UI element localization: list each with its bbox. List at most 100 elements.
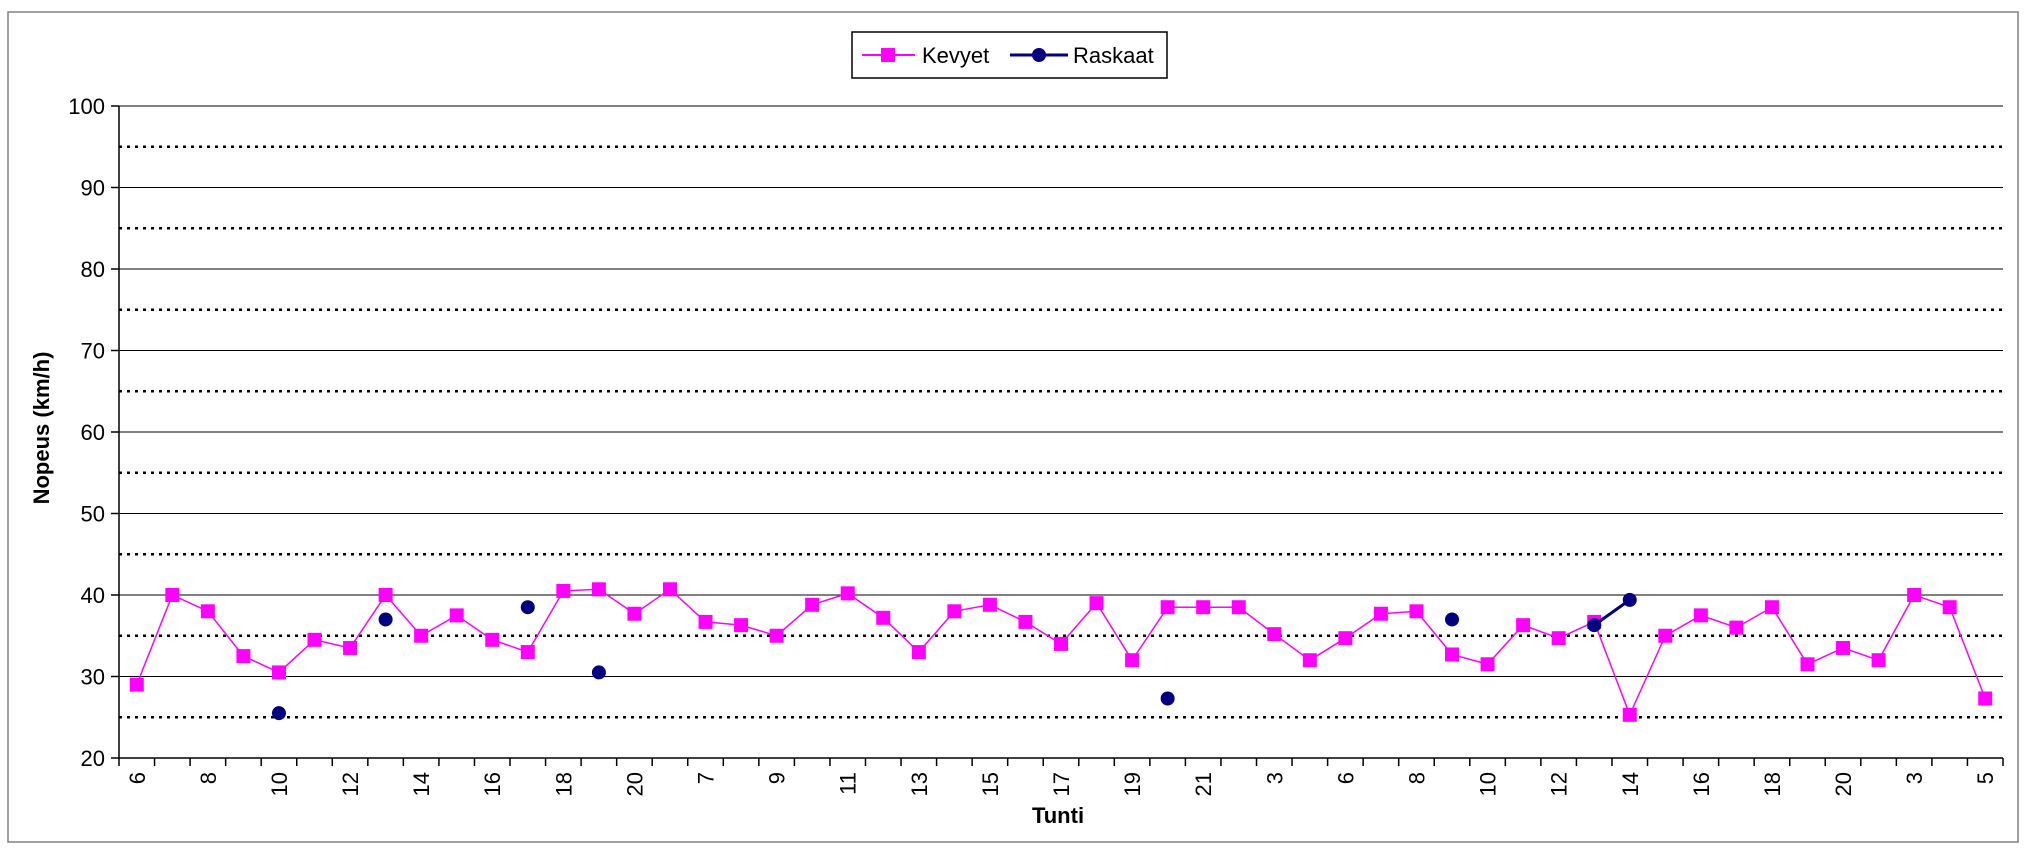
axes	[111, 105, 2004, 766]
point-kevyet	[1551, 631, 1566, 646]
x-tick-label: 5	[1973, 772, 1998, 784]
chart-border	[7, 11, 2019, 843]
x-tick-label: 21	[1191, 772, 1216, 796]
point-kevyet	[200, 604, 215, 619]
x-tick-labels: 6 8 10 12 14 16 18 20 7 9 11 13 15 17 19 21 3 6 8 10 12 14 16 1…	[125, 772, 1998, 796]
point-kevyet	[1267, 627, 1282, 642]
point-kevyet	[1054, 636, 1068, 651]
point-kevyet	[1445, 647, 1460, 662]
point-kevyet	[911, 645, 926, 660]
y-tick-label: 80	[81, 257, 105, 282]
point-kevyet	[556, 583, 571, 598]
point-kevyet	[1764, 600, 1779, 615]
point-kevyet	[1800, 657, 1815, 672]
x-tick-label: 9	[765, 772, 790, 784]
point-kevyet	[1302, 653, 1317, 668]
point-kevyet	[805, 597, 820, 612]
point-kevyet	[1196, 600, 1211, 615]
point-kevyet	[947, 604, 962, 619]
x-tick-label: 6	[1333, 772, 1358, 784]
point-kevyet	[165, 588, 180, 602]
legend-kevyet-label: Kevyet	[922, 43, 989, 68]
point-kevyet	[1516, 618, 1531, 633]
grid	[119, 105, 2003, 719]
point-kevyet	[1125, 653, 1140, 668]
x-tick-label: 18	[551, 772, 576, 796]
point-kevyet	[1480, 657, 1495, 672]
x-tick-label: 3	[1902, 772, 1927, 784]
point-kevyet	[698, 614, 713, 629]
point-kevyet	[840, 586, 855, 601]
x-tick-label: 16	[480, 772, 505, 796]
point-kevyet	[129, 677, 144, 692]
point-kevyet	[1338, 631, 1353, 646]
y-tick-label: 50	[81, 502, 105, 527]
x-tick-label: 15	[978, 772, 1003, 796]
point-kevyet	[1942, 600, 1957, 615]
x-tick-label: 14	[409, 772, 434, 796]
point-raskaat	[591, 665, 606, 680]
point-raskaat	[1587, 618, 1602, 633]
x-tick-label: 13	[907, 772, 932, 796]
point-raskaat	[520, 600, 535, 615]
point-kevyet	[662, 582, 677, 597]
point-raskaat	[1160, 691, 1175, 706]
x-tick-label: 11	[836, 772, 861, 795]
point-kevyet	[1409, 604, 1424, 619]
x-tick-label: 14	[1618, 772, 1643, 796]
x-tick-label: 8	[196, 772, 221, 784]
x-tick-label: 17	[1049, 772, 1074, 796]
x-tick-label: 10	[1476, 772, 1501, 796]
series-line-raskaat	[1593, 598, 1631, 627]
x-tick-label: 12	[1547, 772, 1572, 796]
point-kevyet	[1622, 707, 1637, 722]
x-tick-label: 20	[622, 772, 647, 796]
point-raskaat	[1445, 612, 1460, 627]
y-axis-title: Nopeus (km/h)	[29, 352, 54, 505]
point-kevyet	[734, 618, 749, 633]
x-tick-label: 7	[694, 772, 719, 784]
point-raskaat	[1622, 592, 1637, 607]
legend-kevyet-marker	[881, 48, 895, 62]
point-kevyet	[1018, 614, 1033, 629]
point-kevyet	[1693, 608, 1708, 623]
point-kevyet	[1373, 606, 1388, 621]
point-kevyet	[1160, 600, 1175, 615]
point-kevyet	[1836, 640, 1851, 655]
point-kevyet	[876, 610, 891, 625]
x-tick-label: 8	[1404, 772, 1429, 784]
y-tick-label: 20	[81, 746, 105, 771]
point-kevyet	[591, 582, 606, 597]
point-kevyet	[414, 628, 429, 643]
y-tick-label: 70	[81, 339, 105, 364]
point-kevyet	[1658, 628, 1673, 643]
point-kevyet	[236, 649, 251, 664]
legend-raskaat-marker	[1032, 48, 1046, 62]
point-kevyet	[1729, 620, 1744, 635]
point-kevyet	[1089, 596, 1104, 611]
x-tick-label: 19	[1120, 772, 1145, 796]
point-raskaat	[378, 612, 393, 627]
x-tick-label: 10	[267, 772, 292, 796]
point-kevyet	[1871, 653, 1886, 668]
y-tick-label: 60	[81, 420, 105, 445]
point-kevyet	[769, 628, 784, 643]
point-kevyet	[627, 606, 642, 621]
point-kevyet	[1907, 588, 1922, 602]
x-axis-title: Tunti	[1032, 803, 1084, 828]
point-kevyet	[1231, 600, 1246, 615]
x-tick-label: 16	[1689, 772, 1714, 796]
y-tick-label: 40	[81, 583, 105, 608]
point-kevyet	[343, 640, 358, 655]
point-raskaat	[271, 706, 286, 721]
point-kevyet	[378, 588, 393, 602]
series-layer	[129, 582, 1993, 722]
x-tick-label: 6	[125, 772, 150, 784]
y-tick-label: 30	[81, 665, 105, 690]
x-tick-label: 12	[338, 772, 363, 796]
point-kevyet	[982, 597, 997, 612]
point-kevyet	[485, 632, 500, 647]
x-tick-label: 20	[1831, 772, 1856, 796]
point-kevyet	[271, 665, 286, 680]
